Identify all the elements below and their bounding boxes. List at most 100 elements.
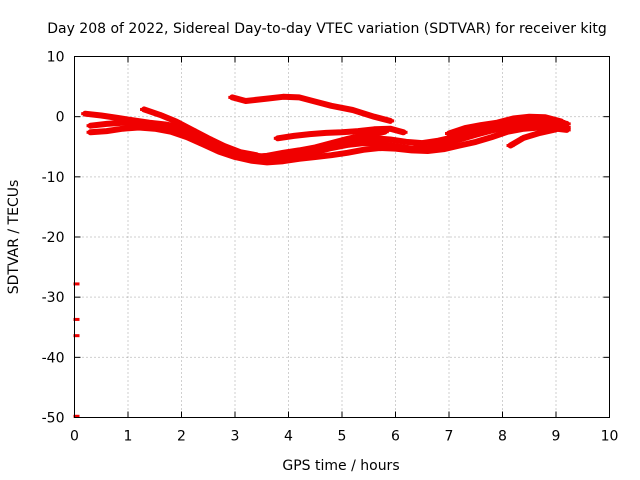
series-point (525, 115, 534, 119)
series-point (370, 127, 379, 131)
y-tick-label: 10 (47, 50, 65, 66)
series-point (450, 135, 459, 139)
series-point (231, 155, 239, 159)
series-point (434, 139, 443, 143)
series-point (188, 128, 197, 132)
x-tick-label: 0 (70, 429, 79, 445)
series-point (241, 99, 250, 103)
series-point (343, 137, 352, 141)
series-point (198, 139, 207, 143)
series-point (73, 317, 80, 321)
series-point (263, 97, 272, 101)
series-point (273, 136, 282, 140)
grid-lines (74, 56, 610, 418)
series-point (519, 122, 528, 126)
series-point (118, 121, 127, 125)
series-point (327, 104, 336, 108)
series-point (375, 142, 384, 146)
x-tick-label: 4 (284, 429, 293, 445)
series-point (423, 146, 432, 150)
x-tick-label: 9 (552, 429, 561, 445)
series-point (359, 133, 368, 137)
series-point (359, 141, 368, 145)
series-point (519, 127, 528, 131)
x-axis-label: GPS time / hours (282, 458, 399, 474)
series-point (535, 125, 544, 129)
series-point (354, 129, 363, 133)
series-point (150, 123, 159, 127)
x-tick-label: 10 (601, 429, 619, 445)
series-point (423, 149, 432, 153)
series-point (466, 130, 475, 134)
series-point (311, 100, 320, 104)
series-point (182, 132, 191, 136)
series-point (557, 119, 566, 123)
series-point (81, 112, 90, 116)
series-point (455, 144, 464, 148)
series-point (102, 122, 111, 126)
series-point (73, 282, 80, 286)
x-tick-label: 1 (124, 429, 133, 445)
series-point (380, 130, 389, 134)
y-tick-labels: 10 0 -10 -20 -30 -40 -50 (42, 50, 65, 427)
series-point (530, 118, 539, 122)
series-line (229, 93, 394, 124)
series-point (73, 414, 80, 418)
series-point (289, 134, 298, 138)
series-point (391, 147, 400, 151)
series-point (503, 130, 512, 134)
series-point (166, 130, 175, 134)
y-axis-label: SDTVAR / TECUs (6, 180, 22, 295)
series-point (343, 143, 352, 147)
series-point (228, 95, 237, 99)
plot-frame (74, 56, 610, 418)
y-tick-label: -20 (42, 230, 65, 246)
series-point (279, 95, 288, 99)
series-point (263, 160, 272, 164)
x-tick-label: 7 (445, 429, 454, 445)
series-point (338, 130, 346, 134)
y-tick-label: 0 (56, 110, 65, 126)
series-point (204, 136, 213, 140)
x-tick-label: 2 (177, 429, 186, 445)
series-point (471, 140, 480, 144)
series-point (455, 138, 464, 142)
series-point (562, 122, 571, 126)
series-point (220, 144, 229, 148)
series-point (182, 135, 191, 139)
series-point (493, 121, 502, 125)
series-point (305, 132, 314, 136)
series-line (507, 126, 559, 149)
series-point (541, 115, 550, 119)
series-point (461, 126, 470, 130)
series-point (327, 146, 336, 150)
data-series (73, 93, 571, 418)
series-point (118, 127, 127, 131)
series-point (535, 122, 544, 126)
series-point (172, 119, 181, 123)
series-point (471, 133, 480, 137)
series-point (402, 140, 411, 144)
series-point (311, 155, 320, 159)
series-point (247, 156, 256, 160)
series-point (519, 136, 528, 140)
x-tick-labels: 0 1 2 3 4 5 6 7 8 9 10 (70, 429, 618, 445)
series-point (295, 154, 304, 158)
series-point (343, 151, 352, 155)
series-point (295, 95, 304, 99)
series-point (156, 113, 165, 117)
x-tick-label: 3 (231, 429, 240, 445)
series-point (503, 125, 512, 129)
series-point (327, 153, 336, 157)
series-point (439, 147, 448, 151)
series-point (370, 136, 379, 140)
series-point (354, 138, 363, 142)
series-point (214, 146, 223, 150)
series-point (348, 108, 357, 112)
series-point (552, 124, 560, 128)
series-point (445, 132, 453, 136)
series-point (311, 145, 320, 149)
series-point (86, 130, 95, 134)
series-point (359, 148, 368, 152)
series-point (198, 142, 207, 146)
